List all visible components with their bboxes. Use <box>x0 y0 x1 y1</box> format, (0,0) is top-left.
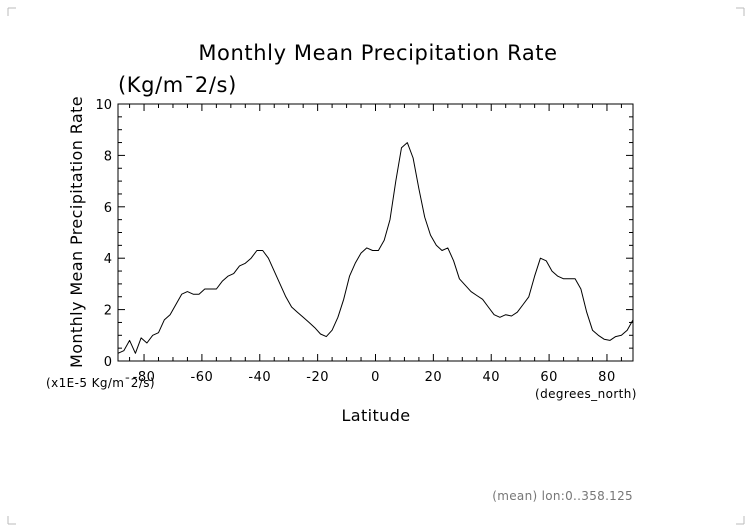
y-tick-label: 10 <box>95 98 112 113</box>
y-tick-label: 8 <box>104 149 112 164</box>
plot-frame <box>117 103 634 362</box>
x-tick-labels: -80 -60 -40 -20 0 20 40 60 80 <box>133 370 616 385</box>
x-tick-label: -20 <box>306 370 329 385</box>
x-tick-label: -40 <box>248 370 271 385</box>
x-tick-label: 80 <box>598 370 616 385</box>
y-tick-label: 4 <box>104 252 112 267</box>
page-corners <box>7 7 745 525</box>
x-units-label: (degrees_north) <box>535 387 637 401</box>
x-tick-label: 0 <box>371 370 380 385</box>
y-tick-labels: 0 2 4 6 8 10 <box>95 98 112 370</box>
y-tick-label: 6 <box>104 201 112 216</box>
x-axis-label: Latitude <box>341 406 410 425</box>
x-tick-label: 20 <box>425 370 443 385</box>
axis-ticks <box>118 103 633 362</box>
y-axis-label: Monthly Mean Precipitation Rate <box>67 96 86 368</box>
series-group <box>117 142 634 354</box>
chart-subtitle: (Kg/m¯2/s) <box>118 73 237 97</box>
chart-title: Monthly Mean Precipitation Rate <box>198 41 557 65</box>
y-tick-label: 2 <box>104 304 112 319</box>
x-tick-label: -80 <box>133 370 156 385</box>
x-tick-label: -60 <box>191 370 214 385</box>
series-line <box>117 142 634 354</box>
y-units-label: (x1E-5 Kg/m¯2/s) <box>46 376 155 390</box>
x-tick-label: 40 <box>482 370 500 385</box>
x-tick-label: 60 <box>540 370 558 385</box>
footnote: (mean) lon:0..358.125 <box>492 489 633 503</box>
y-tick-label: 0 <box>104 355 112 370</box>
